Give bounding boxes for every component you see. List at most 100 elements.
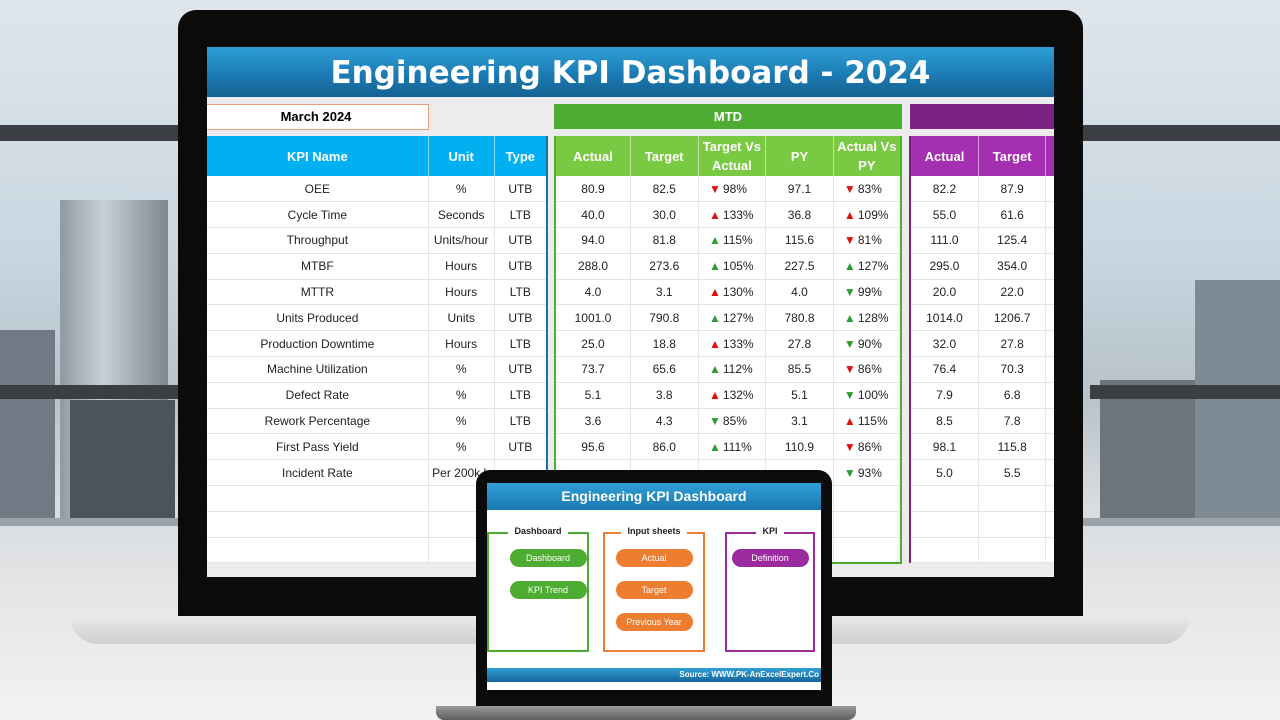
mtd-actual: 1001.0 (555, 304, 631, 332)
ytd-partial (1045, 253, 1054, 280)
ytd-actual: 82.2 (910, 176, 979, 203)
kpi-unit: % (428, 356, 495, 383)
actual-vs-py-value: 99% (857, 285, 882, 300)
ytd-target: 125.4 (978, 227, 1047, 254)
target-vs-actual-value: 115% (722, 233, 753, 248)
table-row: 94.0 81.8 ▲ 115% 115.6 ▼ 81% (555, 227, 902, 254)
ytd-partial (1045, 433, 1054, 461)
group-label: Dashboard (508, 526, 568, 536)
kpi-unit: Units/hour (428, 227, 495, 254)
table-row: Throughput Units/hour UTB (207, 227, 548, 254)
kpi-unit: Seconds (428, 201, 495, 229)
up-arrow-green-icon: ▲ (708, 233, 721, 248)
down-arrow-green-icon: ▼ (843, 336, 856, 351)
target-vs-actual-value: 127% (722, 310, 754, 325)
target-vs-actual: ▼ 98% (698, 176, 767, 203)
table-row: 73.7 65.6 ▲ 112% 85.5 ▼ 86% (555, 356, 902, 383)
mtd-actual: 288.0 (555, 253, 631, 280)
target-vs-actual: ▲ 127% (698, 304, 767, 332)
ytd-table: Actual Target 82.2 87.9 55.0 61.6 111.0 125.4… (909, 136, 1054, 564)
kpi-type: LTB (494, 408, 548, 435)
kpi-type: UTB (494, 227, 548, 254)
window-frame (1090, 385, 1280, 399)
kpi-unit: Hours (428, 330, 495, 358)
table-row: 76.4 70.3 (910, 356, 1054, 383)
nav-button-dashboard[interactable]: Dashboard (509, 549, 587, 567)
ytd-partial (1045, 227, 1054, 254)
table-row: OEE% UTB (207, 176, 548, 203)
kpi-unit: % (428, 176, 495, 203)
ytd-partial (1045, 279, 1054, 306)
nav-button-actual[interactable]: Actual (615, 549, 693, 567)
kpi-name: Units Produced (207, 304, 429, 332)
table-row: 95.6 86.0 ▲ 111% 110.9 ▼ 86% (555, 433, 902, 461)
dashboard-title: Engineering KPI Dashboard - 2024 (207, 47, 1054, 97)
mtd-actual: 94.0 (555, 227, 631, 254)
mtd-target: 30.0 (630, 201, 699, 229)
actual-vs-py-value: 115% (857, 414, 888, 429)
empty-cell (910, 537, 979, 564)
nav-button-definition[interactable]: Definition (731, 549, 809, 567)
mtd-py: 110.9 (765, 433, 834, 461)
empty-cell (1045, 485, 1054, 512)
table-row: 5.0 5.5 (910, 459, 1054, 487)
mtd-target: 81.8 (630, 227, 699, 254)
nav-button-previous-year[interactable]: Previous Year (615, 613, 693, 631)
mtd-py: 36.8 (765, 201, 834, 229)
table-row: 55.0 61.6 (910, 201, 1054, 229)
month-selector[interactable]: March 2024 (207, 104, 429, 130)
actual-vs-py: ▼ 86% (833, 433, 902, 461)
empty-cell (833, 537, 902, 564)
building (70, 400, 175, 520)
header-actual-vs-py: Actual Vs PY (833, 136, 902, 176)
empty-row (910, 485, 1054, 512)
empty-cell (978, 511, 1047, 538)
header-py: PY (765, 136, 834, 176)
mtd-actual: 4.0 (555, 279, 631, 306)
group-label: KPI (756, 526, 784, 536)
mtd-target: 4.3 (630, 408, 699, 435)
actual-vs-py: ▲ 127% (833, 253, 902, 280)
mtd-target: 86.0 (630, 433, 699, 461)
mtd-py: 5.1 (765, 382, 834, 409)
navigation-title: Engineering KPI Dashboard (487, 483, 821, 510)
table-row: Machine Utilization% UTB (207, 356, 548, 383)
header-ytd-target: Target (978, 136, 1047, 176)
table-row: First Pass Yield% UTB (207, 433, 548, 461)
header-ytd-partial (1045, 136, 1054, 176)
empty-cell (833, 511, 902, 538)
header-kpi-name: KPI Name (207, 136, 429, 176)
kpi-name: Rework Percentage (207, 408, 429, 435)
kpi-type: LTB (494, 201, 548, 229)
target-vs-actual-value: 85% (722, 414, 747, 429)
empty-cell (207, 485, 429, 512)
table-row: 40.0 30.0 ▲ 133% 36.8 ▲ 109% (555, 201, 902, 229)
table-row: 20.0 22.0 (910, 279, 1054, 306)
up-arrow-green-icon: ▲ (843, 259, 856, 274)
table-row: 288.0 273.6 ▲ 105% 227.5 ▲ 127% (555, 253, 902, 280)
mtd-py: 27.8 (765, 330, 834, 358)
ytd-actual: 98.1 (910, 433, 979, 461)
kpi-unit: % (428, 382, 495, 409)
actual-vs-py-value: 90% (857, 336, 882, 351)
table-row: Cycle Time Seconds LTB (207, 201, 548, 229)
header-target-vs-actual: Target Vs Actual (698, 136, 767, 176)
empty-cell (910, 485, 979, 512)
mtd-band: MTD (554, 104, 902, 129)
actual-vs-py: ▼ 93% (833, 459, 902, 487)
target-vs-actual-value: 98% (722, 181, 747, 196)
source-footer: Source: WWW.PK-AnExcelExpert.Co (487, 668, 821, 682)
empty-row (910, 537, 1054, 564)
kpi-name: MTTR (207, 279, 429, 306)
ytd-partial (1045, 176, 1054, 203)
mtd-py: 3.1 (765, 408, 834, 435)
actual-vs-py-value: 86% (857, 439, 882, 454)
mtd-target: 273.6 (630, 253, 699, 280)
target-vs-actual: ▲ 130% (698, 279, 767, 306)
nav-button-kpi-trend[interactable]: KPI Trend (509, 581, 587, 599)
kpi-name: Incident Rate (207, 459, 429, 487)
table-row: Units Produced Units UTB (207, 304, 548, 332)
building (1195, 280, 1280, 520)
nav-button-target[interactable]: Target (615, 581, 693, 599)
mtd-actual: 73.7 (555, 356, 631, 383)
